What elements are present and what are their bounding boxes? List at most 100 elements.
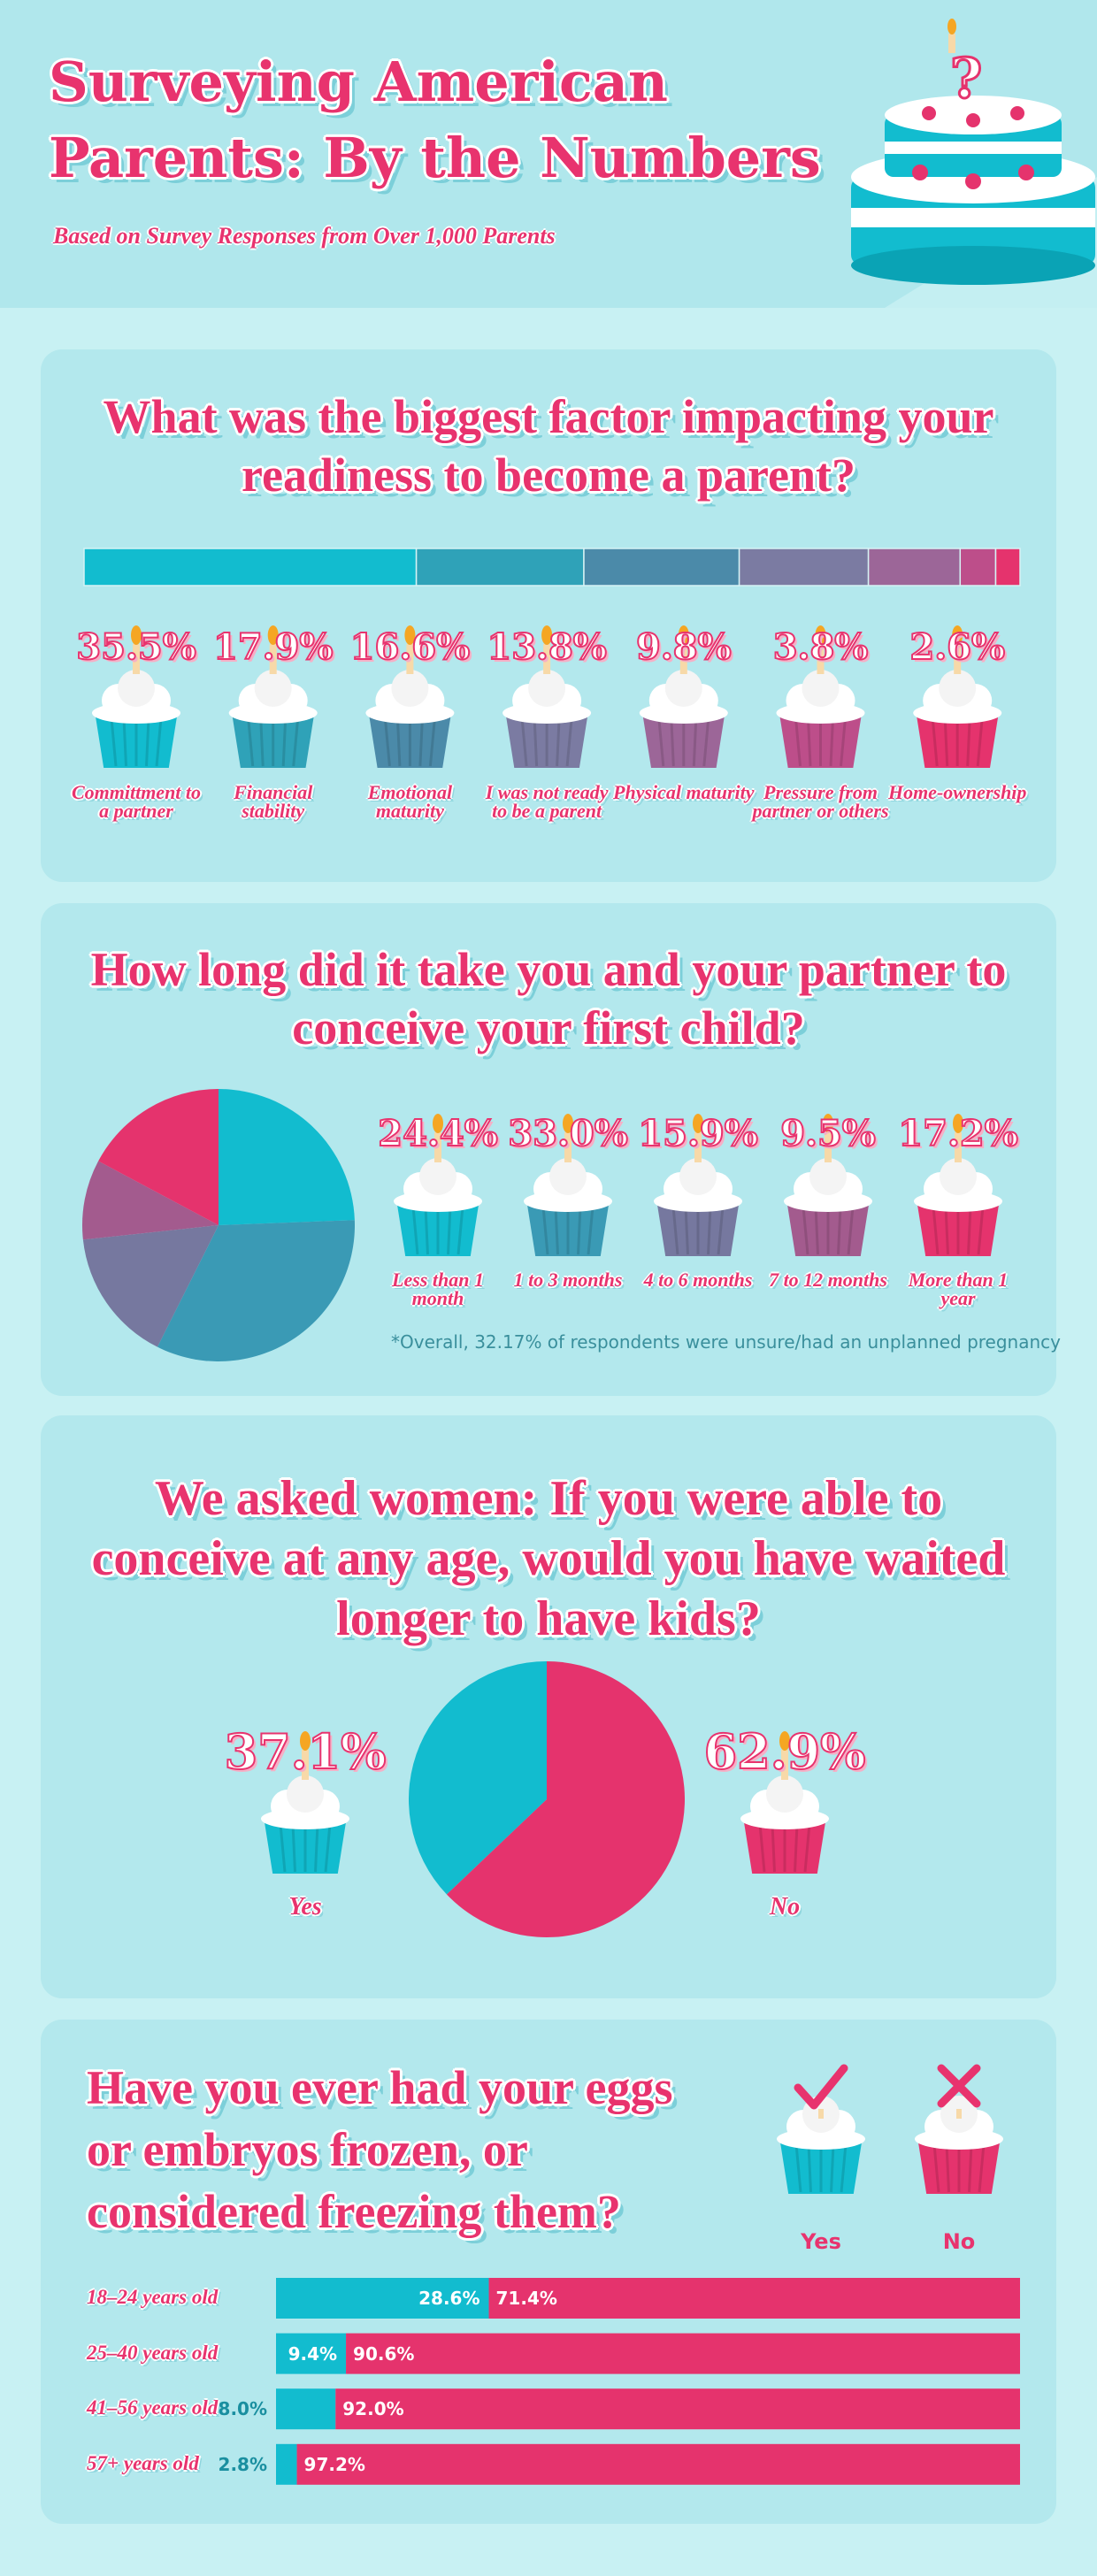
cup-ridge <box>968 2143 973 2193</box>
frosting <box>254 670 292 707</box>
cup-ridge <box>292 717 300 767</box>
pie-slice <box>219 1089 355 1225</box>
cup <box>265 1822 346 1874</box>
cup <box>369 717 451 768</box>
cup-ridge <box>840 2143 848 2193</box>
cross-sign <box>937 2064 981 2108</box>
cup-ridge <box>976 717 984 767</box>
category-label: Physical maturity <box>613 781 755 803</box>
cup <box>787 1205 869 1256</box>
candle <box>679 644 687 674</box>
cup-ridge <box>932 1206 940 1255</box>
cup-ridge <box>807 717 812 767</box>
value-label: 2.8% <box>218 2453 267 2475</box>
value-label: 9.4% <box>288 2342 338 2365</box>
flame <box>815 625 826 645</box>
cup-ridge <box>383 717 391 767</box>
category-label: 41–56 years old <box>87 2396 219 2419</box>
frosting <box>549 1158 587 1195</box>
cup <box>397 1205 479 1256</box>
cup-ridge <box>411 1206 419 1255</box>
cup-ridge <box>657 717 665 767</box>
value-label: 37.1% <box>224 1722 387 1781</box>
bar-segment <box>488 2278 1020 2319</box>
flame <box>693 1114 703 1133</box>
cup-ridge <box>424 1206 429 1255</box>
candle <box>817 644 825 674</box>
cup-ridge <box>943 717 949 767</box>
cup-ridge <box>932 2143 940 2193</box>
cupcake <box>365 625 455 768</box>
cup-ridge <box>428 717 436 767</box>
bar-segment <box>276 2443 297 2485</box>
chart-title: Have you ever had your eggs or embryos f… <box>87 2061 673 2238</box>
cup-ridge <box>794 1823 799 1873</box>
cupcake <box>502 625 592 768</box>
legend-label: No <box>942 2229 976 2254</box>
cup-ridge <box>967 1206 972 1255</box>
cupcake <box>915 2096 1003 2194</box>
bar-segment <box>867 548 962 586</box>
cup-ridge <box>281 717 288 767</box>
page-title: Surveying American Parents: By the Numbe… <box>49 50 821 190</box>
value-label: 13.8% <box>486 625 607 669</box>
candle <box>781 1750 788 1780</box>
cup-ridge <box>814 1206 819 1255</box>
bar-segment <box>335 2388 1020 2430</box>
pie-slice <box>157 1220 355 1361</box>
value-label: 2.6% <box>909 625 1006 669</box>
cupcake <box>261 1731 349 1874</box>
cup-ridge <box>830 2143 835 2193</box>
value-label: 35.5% <box>75 625 196 669</box>
cup-ridge <box>456 1206 464 1255</box>
cup-ridge <box>577 1206 582 1255</box>
cup-ridge <box>684 1206 689 1255</box>
cup-ridge <box>803 1823 811 1873</box>
cup <box>917 717 999 768</box>
cup-ridge <box>670 717 675 767</box>
candle <box>133 644 140 674</box>
cup <box>657 1205 739 1256</box>
cup-ridge <box>587 1206 595 1255</box>
cupcake <box>776 625 865 768</box>
flame <box>404 625 416 645</box>
category-label: 25–40 years old <box>87 2341 219 2364</box>
pie-slice <box>98 1089 219 1225</box>
candle <box>434 1132 441 1162</box>
pie-slice <box>81 1161 219 1240</box>
cup-ridge <box>847 1206 855 1255</box>
cupcake <box>524 1114 612 1256</box>
cup-ridge <box>447 1206 452 1255</box>
candle <box>954 644 962 674</box>
category-label: Less than 1 month <box>392 1269 484 1309</box>
category-label: I was not ready to be a parent <box>485 781 609 822</box>
category-label: 7 to 12 months <box>769 1269 887 1291</box>
cup-ridge <box>978 2143 986 2193</box>
cup-ridge <box>671 1206 679 1255</box>
cake: ? <box>851 19 1095 285</box>
cup-ridge <box>145 717 150 767</box>
cup <box>918 2143 1000 2194</box>
flame <box>300 1731 311 1751</box>
cup-ridge <box>840 717 847 767</box>
cup-ridge <box>541 1206 549 1255</box>
cup-ridge <box>418 717 424 767</box>
cup-ridge <box>945 2143 950 2193</box>
candle <box>269 644 277 674</box>
check-sign <box>794 2064 848 2110</box>
cup-ridge <box>807 2143 812 2193</box>
frosting <box>391 670 429 707</box>
bar-segment <box>83 548 418 586</box>
cupcake <box>784 1114 872 1256</box>
cup-ridge <box>291 1823 296 1873</box>
cup-ridge <box>155 717 163 767</box>
cupcake <box>639 625 728 768</box>
value-label: 8.0% <box>218 2398 267 2420</box>
candle <box>564 1132 572 1162</box>
flame <box>433 1114 443 1133</box>
candle <box>825 1132 832 1162</box>
pie-slice <box>409 1661 547 1895</box>
flame <box>953 1114 963 1133</box>
value-label: 24.4% <box>377 1112 498 1155</box>
